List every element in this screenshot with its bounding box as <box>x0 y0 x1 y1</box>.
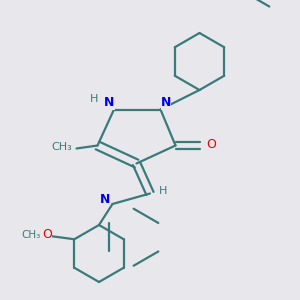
Text: H: H <box>158 186 167 196</box>
Text: H: H <box>90 94 99 104</box>
Text: O: O <box>42 228 52 241</box>
Text: CH₃: CH₃ <box>52 142 73 152</box>
Text: CH₃: CH₃ <box>22 230 41 240</box>
Text: N: N <box>161 96 171 110</box>
Text: N: N <box>100 193 110 206</box>
Text: O: O <box>206 137 216 151</box>
Text: N: N <box>104 96 115 110</box>
